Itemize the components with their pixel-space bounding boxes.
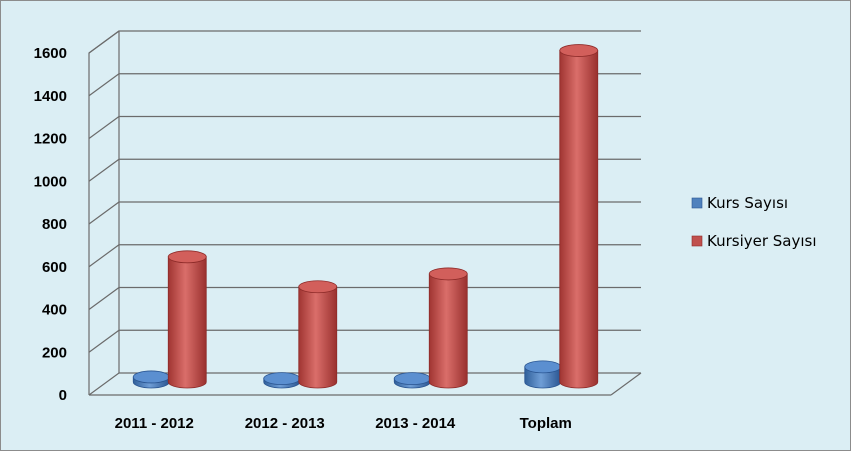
bar-kurs-top — [263, 372, 301, 386]
bar-kurs — [524, 360, 562, 389]
bar-kursiyer-body — [298, 286, 338, 389]
bar-kurs-top — [132, 370, 170, 384]
bar-kurs-top — [524, 360, 562, 374]
bar-kursiyer — [428, 267, 468, 389]
y-tick-label: 200 — [42, 344, 67, 361]
legend: Kurs Sayısı Kursiyer Sayısı — [691, 194, 817, 250]
y-tick-label: 1200 — [34, 131, 67, 148]
floor-edge — [88, 372, 642, 396]
bar-kursiyer-top — [167, 250, 207, 264]
x-category-label: Toplam — [520, 415, 572, 432]
gridline — [88, 30, 641, 54]
gridline — [88, 73, 641, 97]
bar-kursiyer — [559, 44, 599, 389]
legend-label-kursiyer: Kursiyer Sayısı — [707, 232, 817, 250]
chart-walls — [88, 30, 642, 396]
x-category-label: 2012 - 2013 — [245, 415, 325, 432]
gridline — [88, 115, 641, 139]
gridline — [88, 244, 641, 268]
gridline — [88, 201, 641, 225]
bar-kursiyer — [167, 250, 207, 389]
bar-kursiyer-top — [559, 44, 599, 57]
x-axis-categories: 2011 - 2012 2012 - 2013 2013 - 2014 Toplam — [115, 415, 572, 432]
y-tick-label: 1600 — [34, 45, 67, 62]
y-tick-label: 1400 — [34, 88, 67, 105]
bar-kursiyer-body — [167, 256, 207, 389]
y-tick-label: 0 — [59, 387, 67, 404]
y-axis-ticks: 0 200 400 600 800 1000 1200 1400 1600 — [34, 45, 67, 404]
x-category-label: 2011 - 2012 — [115, 415, 194, 432]
bar-kurs-top — [393, 372, 431, 386]
bar-kurs — [393, 372, 431, 389]
y-tick-label: 400 — [42, 302, 67, 319]
legend-swatch-kurs — [691, 197, 703, 209]
bar-kurs — [132, 370, 170, 389]
x-category-label: 2013 - 2014 — [375, 415, 456, 432]
legend-swatch-kursiyer — [691, 235, 703, 247]
bars — [132, 44, 599, 389]
bar-kurs — [263, 372, 301, 389]
y-tick-label: 1000 — [34, 173, 67, 190]
bar-kursiyer-top — [428, 267, 468, 281]
bar-kursiyer-body — [428, 273, 468, 389]
y-tick-label: 800 — [42, 216, 67, 233]
gridline — [88, 158, 641, 182]
y-tick-label: 600 — [42, 259, 67, 276]
bar-kursiyer-top — [298, 280, 338, 294]
bar-kursiyer-body — [559, 50, 599, 389]
legend-label-kurs: Kurs Sayısı — [707, 194, 788, 212]
bar-kursiyer — [298, 280, 338, 389]
